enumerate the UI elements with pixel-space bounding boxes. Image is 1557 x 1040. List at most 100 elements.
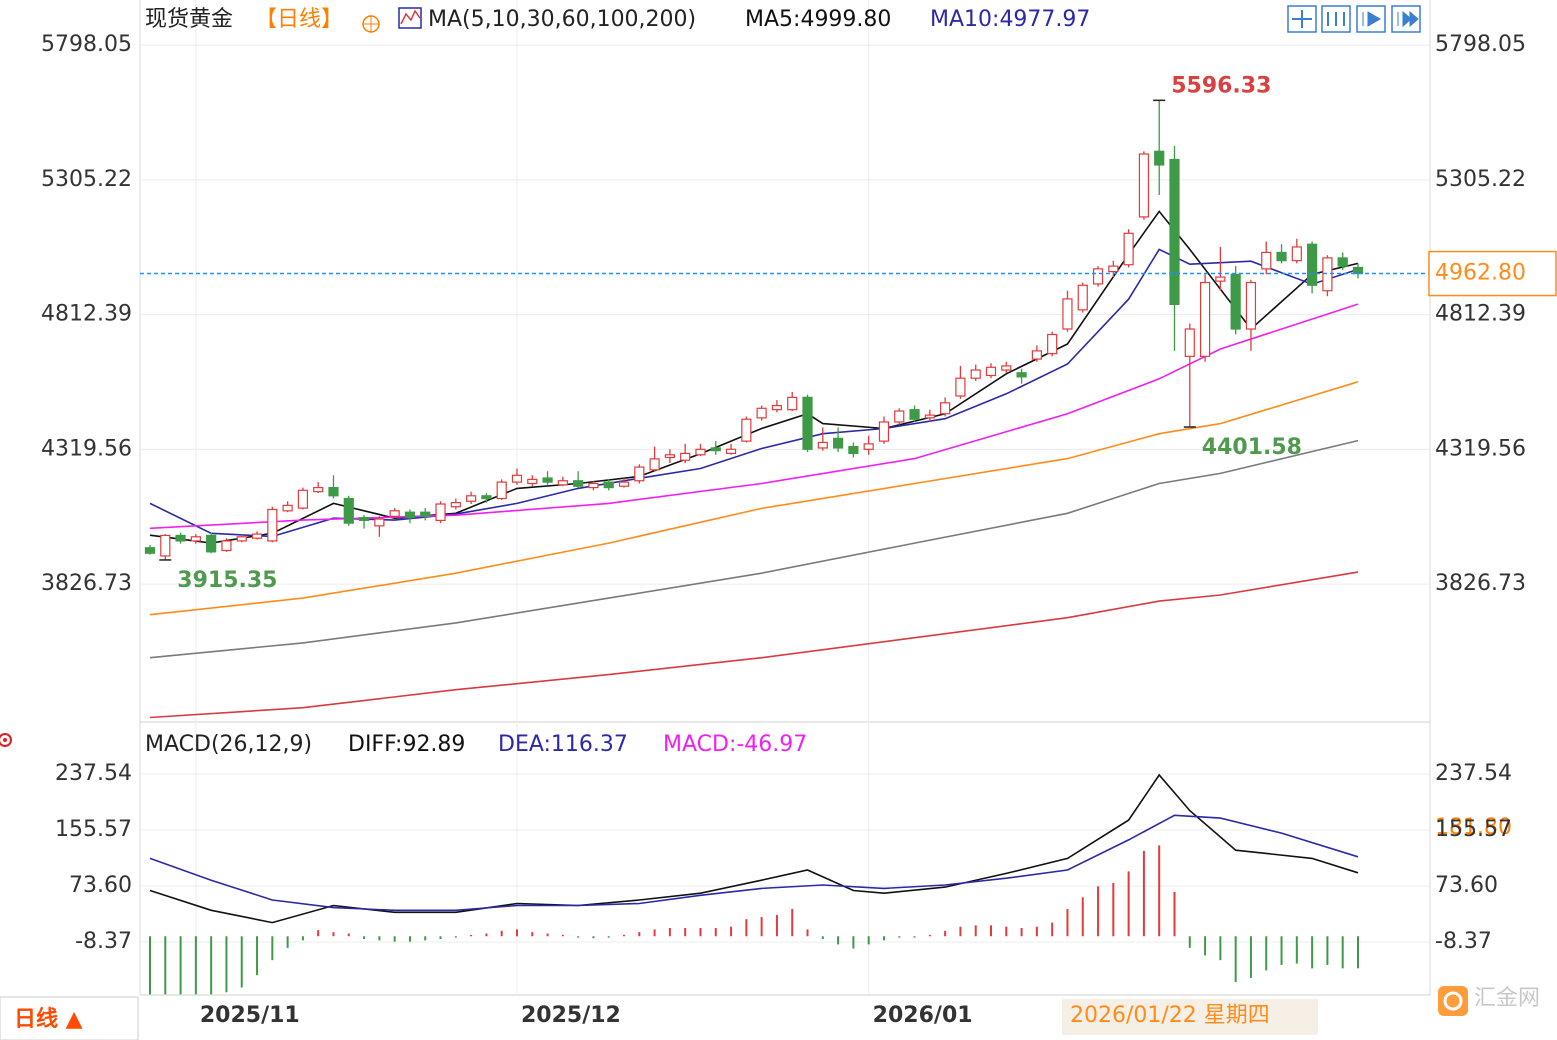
extreme-label: 3915.35 [177,568,277,593]
candle-body [1123,232,1134,266]
legend-entry: DIFF:92.89 [348,732,465,757]
toolbar [1287,5,1421,33]
y-tick-label: 3826.73 [41,571,132,596]
y-tick-label-right: 4319.56 [1435,436,1526,461]
y-tick-label: 5305.22 [41,167,132,192]
y-tick-label-right: 4812.39 [1435,302,1526,327]
line-series [149,381,1359,616]
grid [140,0,1430,995]
candle-body [1138,153,1150,218]
candle-body [557,480,568,486]
y-tick-label-right: 237.54 [1435,761,1512,786]
candle-body [1108,265,1119,273]
cursor-label-bg [1062,999,1318,1035]
candle-body [588,482,599,489]
indicator-icon[interactable] [398,7,422,29]
extreme-label: 5596.33 [1171,73,1271,98]
y-tick-label: 73.60 [69,873,132,898]
y-tick-label-right: 155.57 [1435,817,1512,842]
candle-body [1169,158,1180,305]
candle-body [236,536,247,542]
candle-body [832,437,844,449]
candle-body [221,540,232,552]
candle-body [1184,328,1195,357]
candle-body [985,366,997,377]
y-tick-label-right: -8.37 [1435,929,1492,954]
candle-body [1307,243,1318,286]
candle-body [1291,246,1302,262]
candle-body [251,533,263,539]
period-button-label: 日线 ▲ [14,1006,83,1032]
last-price-box [1428,250,1557,297]
y-tick-label: 237.54 [55,761,132,786]
candle-body [1337,257,1348,267]
legend-entry: DEA:116.37 [498,732,628,757]
candle-body [649,458,660,471]
x-tick-label: 2026/01 [873,1003,973,1028]
toolbar-icon [1362,11,1381,27]
period-button[interactable] [0,996,139,1040]
candle-body [527,478,538,485]
candle-body [511,474,523,483]
candle-body [1031,350,1042,360]
plot [140,99,1430,995]
candle-body [374,518,385,527]
y-tick-label: 4812.39 [41,302,132,327]
candle-body [1261,251,1272,270]
settings-icon[interactable] [362,15,380,33]
candle-body [358,517,370,522]
macd-icon[interactable] [0,733,12,747]
candle-body [1077,284,1088,311]
candle-body [389,510,400,517]
legend-entry: MA5:4999.80 [745,7,891,32]
candle-body [741,418,752,442]
candle-body [970,369,981,379]
macd-title: MACD(26,12,9) [145,732,312,757]
line-series [149,571,1359,719]
toolbar-icon [1292,10,1312,28]
candle-body [680,452,691,461]
y-tick-label: 4319.56 [41,436,132,461]
candle-body [343,497,354,524]
cursor-value: 181.80 [1435,815,1512,840]
candle-body [894,410,905,423]
candle-body [725,448,737,455]
chart-title: 现货黄金 [145,7,233,32]
candle-body [1215,276,1226,282]
candle-body [618,481,630,487]
toolbar-icon [1327,12,1345,26]
line-series [149,439,1359,659]
candle-body [466,495,477,502]
candle-body [160,534,171,557]
y-tick-label-right: 5798.05 [1435,32,1526,57]
logo: 汇金网 [1438,986,1540,1016]
toolbar-icon [1397,10,1419,28]
candle-body [450,502,461,508]
candle-body [787,396,798,411]
candle-body [1154,150,1165,166]
candle-body [1245,281,1257,330]
candle-body [817,441,828,449]
candle-body [1276,251,1287,262]
candle-body [420,511,431,517]
candle-body [756,407,767,419]
last-price-label: 4962.80 [1435,261,1526,286]
candle-body [404,511,416,519]
candle-body [1047,333,1058,355]
candle-body [848,445,859,455]
line-series [149,814,1359,912]
candle-body [771,404,783,411]
candle-body [1001,365,1012,371]
y-tick-label: 5798.05 [41,32,132,57]
candle-body [267,508,278,542]
candle-body [282,504,293,512]
candle-body [573,480,584,487]
candle-body [1016,372,1027,378]
candle-body [695,448,706,456]
logo-text: 汇金网 [1474,986,1540,1011]
legend-entry: MA10:4977.97 [930,7,1090,32]
candle-body [802,396,813,450]
candle-body [144,547,156,554]
candle-body [313,486,324,493]
